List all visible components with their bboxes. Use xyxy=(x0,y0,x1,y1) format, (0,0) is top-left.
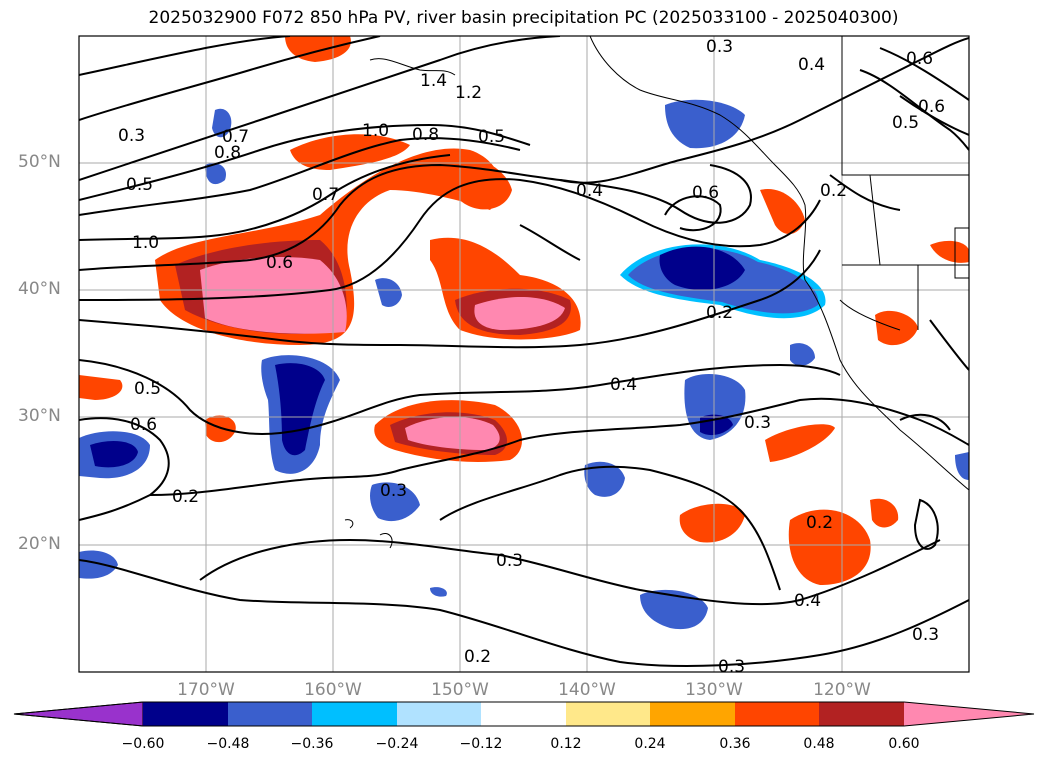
lon-label: 170°W xyxy=(177,680,235,700)
contour-label: 1.2 xyxy=(455,83,482,103)
shade-red xyxy=(788,509,871,585)
contour-label: 0.7 xyxy=(312,185,339,205)
lat-label: 20°N xyxy=(18,534,61,554)
shade-red xyxy=(445,156,512,210)
precip-pc-negative-shading xyxy=(79,99,969,630)
colorbar-cell xyxy=(650,702,735,726)
shade-red xyxy=(765,424,835,462)
contour-label: 1.4 xyxy=(420,71,447,91)
contour-label: 0.3 xyxy=(744,413,771,433)
colorbar-tick-label: −0.48 xyxy=(206,736,250,752)
colorbar-tick-label: 0.36 xyxy=(719,736,751,752)
shade-red xyxy=(875,310,918,346)
shade-red xyxy=(290,134,410,170)
colorbar-cell xyxy=(566,702,650,726)
shade-red xyxy=(679,503,745,543)
contour-label: 0.3 xyxy=(380,481,407,501)
lon-label: 130°W xyxy=(685,680,743,700)
contour-label: 0.4 xyxy=(576,181,603,201)
contour-label: 0.2 xyxy=(706,303,733,323)
lon-label: 120°W xyxy=(813,680,871,700)
shade-blue xyxy=(790,343,815,366)
shade-blue xyxy=(955,452,969,480)
lon-label: 140°W xyxy=(558,680,616,700)
colorbar-tick-label: −0.24 xyxy=(375,736,419,752)
contour-label: 0.2 xyxy=(172,487,199,507)
lat-label: 30°N xyxy=(18,406,61,426)
coastlines xyxy=(344,36,969,549)
contour-label: 1.0 xyxy=(362,121,389,141)
shade-red xyxy=(870,498,899,528)
lon-label: 150°W xyxy=(431,680,489,700)
shade-blue xyxy=(375,278,402,307)
colorbar-cell xyxy=(143,702,228,726)
contour-label: 0.3 xyxy=(706,37,733,57)
contour-label: 0.5 xyxy=(134,379,161,399)
shade-blue xyxy=(205,163,226,185)
shade-navy xyxy=(659,246,745,290)
lat-label: 40°N xyxy=(18,279,61,299)
contour-label: 1.0 xyxy=(132,233,159,253)
shade-red xyxy=(760,189,805,235)
shade-blue xyxy=(640,589,708,630)
shade-pink xyxy=(474,297,565,330)
colorbar-tick-label: 0.12 xyxy=(550,736,582,752)
colorbar-tick-label: 0.24 xyxy=(634,736,666,752)
shade-red xyxy=(205,415,236,443)
map-frame xyxy=(78,35,970,673)
colorbar-extend-low xyxy=(13,701,144,727)
shade-blue xyxy=(584,461,625,497)
contour-label: 0.4 xyxy=(794,591,821,611)
contour-label: 0.4 xyxy=(610,375,637,395)
shade-red xyxy=(930,240,969,263)
colorbar-cell xyxy=(819,702,904,726)
shade-navy xyxy=(90,440,138,468)
contour-label: 0.4 xyxy=(798,55,825,75)
contour-label: 0.6 xyxy=(266,253,293,273)
shade-red xyxy=(79,375,123,400)
contour-labels: 0.3 0.4 0.7 0.8 1.0 1.4 1.2 0.8 0.5 0.3 … xyxy=(118,37,945,677)
contour-label: 0.6 xyxy=(692,183,719,203)
contour-label: 0.5 xyxy=(478,127,505,147)
colorbar-cell xyxy=(312,702,397,726)
colorbar xyxy=(13,701,1035,727)
contour-label: 0.6 xyxy=(918,97,945,117)
contour-label: 0.3 xyxy=(118,126,145,146)
colorbar-cell xyxy=(735,702,819,726)
contour-label: 0.8 xyxy=(214,143,241,163)
contour-label: 0.2 xyxy=(806,513,833,533)
lat-label: 50°N xyxy=(18,152,61,172)
colorbar-tick-label: −0.60 xyxy=(121,736,165,752)
shade-pink xyxy=(405,417,500,450)
colorbar-tick-label: −0.12 xyxy=(459,736,503,752)
shade-blue xyxy=(370,482,420,522)
contour-label: 0.3 xyxy=(912,625,939,645)
colorbar-tick-label: −0.36 xyxy=(290,736,334,752)
contour-label: 0.8 xyxy=(412,125,439,145)
colorbar-tick-label: 0.60 xyxy=(888,736,920,752)
contour-label: 0.6 xyxy=(130,415,157,435)
contour-label: 0.5 xyxy=(892,113,919,133)
contour-label: 0.3 xyxy=(496,551,523,571)
colorbar-cell xyxy=(228,702,312,726)
lon-label: 160°W xyxy=(304,680,362,700)
shade-blue xyxy=(665,99,745,149)
precip-pc-positive-shading xyxy=(79,36,969,585)
colorbar-tick-label: 0.48 xyxy=(803,736,835,752)
pv-contours xyxy=(79,36,969,667)
contour-label: 0.6 xyxy=(906,49,933,69)
contour-label: 0.7 xyxy=(222,127,249,147)
colorbar-cell xyxy=(481,702,566,726)
figure-title: 2025032900 F072 850 hPa PV, river basin … xyxy=(148,8,899,28)
colorbar-extend-high xyxy=(904,702,1034,726)
contour-label: 0.2 xyxy=(464,647,491,667)
contour-label: 0.3 xyxy=(718,657,745,677)
shade-blue xyxy=(430,587,447,597)
contour-label: 0.2 xyxy=(820,181,847,201)
colorbar-cell xyxy=(397,702,481,726)
contour-label: 0.5 xyxy=(126,175,153,195)
